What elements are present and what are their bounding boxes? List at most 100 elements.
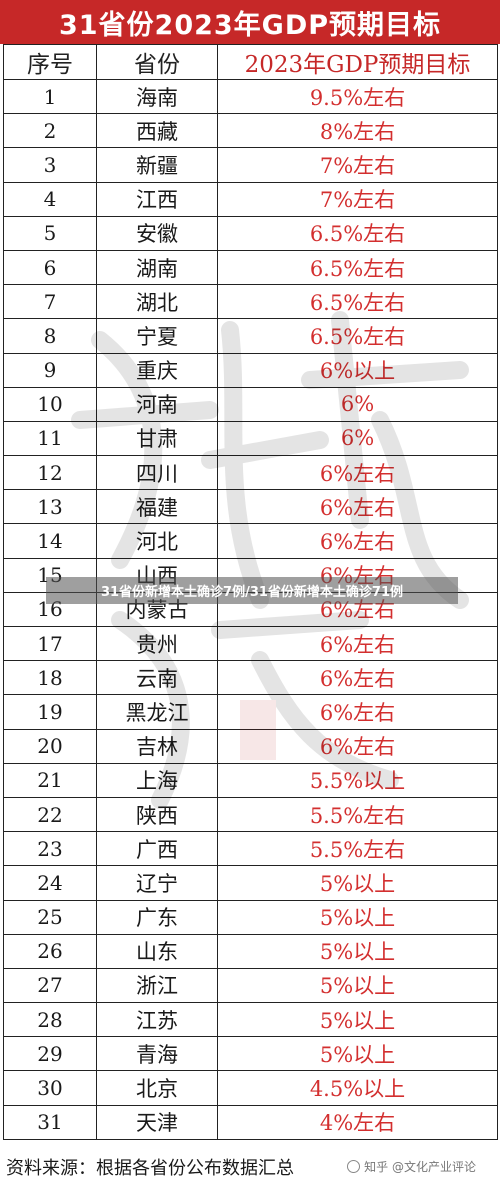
cell-province: 宁夏 xyxy=(96,318,218,354)
table-row: 23 广西 5.5%左右 xyxy=(3,831,498,867)
cell-rank: 29 xyxy=(3,1036,97,1072)
cell-rank: 27 xyxy=(3,967,97,1004)
cell-rank: 6 xyxy=(3,249,97,286)
table-row: 5 安徽 6.5%左右 xyxy=(3,215,498,251)
cell-rank: 1 xyxy=(3,78,97,115)
cell-rank: 17 xyxy=(3,625,97,662)
cell-rank: 19 xyxy=(3,694,97,730)
cell-target: 6%左右 xyxy=(217,728,498,764)
cell-target: 5.5%左右 xyxy=(217,796,498,833)
footer: 资料来源：根据各省份公布数据汇总 知乎 @文化产业评论 xyxy=(0,1151,500,1183)
cell-target: 5%以上 xyxy=(217,967,498,1004)
page-title: 31省份2023年GDP预期目标 xyxy=(0,0,500,44)
table-row: 29 青海 5%以上 xyxy=(3,1036,498,1072)
cell-province: 河北 xyxy=(96,523,218,559)
overlay-caption: 31省份新增本土确诊7例/31省份新增本土确诊71例 xyxy=(46,577,458,604)
table-row: 11 甘肃 6% xyxy=(3,420,498,457)
gdp-target-table: 序号 省份 2023年GDP预期目标 1 海南 9.5%左右 2 西藏 8%左右 3 新疆 7%… xyxy=(3,44,498,1140)
cell-province: 湖南 xyxy=(96,249,218,286)
cell-rank: 12 xyxy=(3,455,97,491)
cell-province: 河南 xyxy=(96,386,218,422)
header-rank: 序号 xyxy=(3,44,97,80)
table-row: 20 吉林 6%左右 xyxy=(3,728,498,764)
cell-rank: 11 xyxy=(3,420,97,457)
table-row: 30 北京 4.5%以上 xyxy=(3,1070,498,1106)
cell-rank: 21 xyxy=(3,762,97,798)
table-row: 8 宁夏 6.5%左右 xyxy=(3,318,498,354)
cell-rank: 22 xyxy=(3,796,97,833)
cell-rank: 10 xyxy=(3,386,97,422)
credit-watermark: 知乎 @文化产业评论 xyxy=(347,1158,476,1175)
header-target: 2023年GDP预期目标 xyxy=(217,44,498,80)
cell-target: 6% xyxy=(217,386,498,422)
table-row: 6 湖南 6.5%左右 xyxy=(3,249,498,286)
header-province: 省份 xyxy=(96,44,218,80)
cell-target: 5%以上 xyxy=(217,1036,498,1072)
cell-province: 广西 xyxy=(96,831,218,867)
cell-province: 江西 xyxy=(96,181,218,217)
table-row: 21 上海 5.5%以上 xyxy=(3,762,498,798)
cell-province: 广东 xyxy=(96,899,218,935)
cell-target: 5.5%以上 xyxy=(217,762,498,798)
cell-rank: 20 xyxy=(3,728,97,764)
cell-province: 贵州 xyxy=(96,625,218,662)
cell-rank: 4 xyxy=(3,181,97,217)
cell-target: 6.5%左右 xyxy=(217,249,498,286)
table-row: 25 广东 5%以上 xyxy=(3,899,498,935)
table-row: 17 贵州 6%左右 xyxy=(3,625,498,662)
cell-province: 江苏 xyxy=(96,1002,218,1038)
cell-target: 9.5%左右 xyxy=(217,78,498,115)
cell-rank: 23 xyxy=(3,831,97,867)
cell-target: 6%左右 xyxy=(217,625,498,662)
cell-province: 西藏 xyxy=(96,113,218,149)
cell-target: 7%左右 xyxy=(217,181,498,217)
cell-rank: 28 xyxy=(3,1002,97,1038)
table-body: 1 海南 9.5%左右 2 西藏 8%左右 3 新疆 7%左右 4 江西 7%左右 5 安徽 6.5%左右 6… xyxy=(3,78,498,1140)
cell-target: 6%左右 xyxy=(217,523,498,559)
cell-target: 6%左右 xyxy=(217,660,498,696)
table-row: 7 湖北 6.5%左右 xyxy=(3,284,498,320)
cell-province: 海南 xyxy=(96,78,218,115)
zhihu-icon xyxy=(347,1160,361,1173)
table-header-row: 序号 省份 2023年GDP预期目标 xyxy=(3,44,498,80)
cell-province: 四川 xyxy=(96,455,218,491)
cell-rank: 3 xyxy=(3,147,97,183)
cell-rank: 7 xyxy=(3,284,97,320)
cell-target: 6.5%左右 xyxy=(217,284,498,320)
table-row: 10 河南 6% xyxy=(3,386,498,422)
table-row: 14 河北 6%左右 xyxy=(3,523,498,559)
cell-province: 辽宁 xyxy=(96,865,218,901)
cell-rank: 18 xyxy=(3,660,97,696)
cell-target: 5.5%左右 xyxy=(217,831,498,867)
cell-province: 云南 xyxy=(96,660,218,696)
source-note: 资料来源：根据各省份公布数据汇总 xyxy=(6,1158,294,1179)
cell-target: 6%左右 xyxy=(217,489,498,525)
table-row: 13 福建 6%左右 xyxy=(3,489,498,525)
cell-rank: 14 xyxy=(3,523,97,559)
cell-rank: 2 xyxy=(3,113,97,149)
cell-rank: 13 xyxy=(3,489,97,525)
table-row: 18 云南 6%左右 xyxy=(3,660,498,696)
cell-target: 6%左右 xyxy=(217,455,498,491)
cell-province: 青海 xyxy=(96,1036,218,1072)
cell-province: 天津 xyxy=(96,1104,218,1140)
cell-rank: 5 xyxy=(3,215,97,251)
cell-rank: 8 xyxy=(3,318,97,354)
cell-rank: 24 xyxy=(3,865,97,901)
cell-target: 5%以上 xyxy=(217,865,498,901)
cell-target: 5%以上 xyxy=(217,1002,498,1038)
cell-province: 湖北 xyxy=(96,284,218,320)
cell-province: 山东 xyxy=(96,933,218,969)
cell-province: 浙江 xyxy=(96,967,218,1004)
table-row: 4 江西 7%左右 xyxy=(3,181,498,217)
cell-target: 6%以上 xyxy=(217,352,498,388)
cell-province: 黑龙江 xyxy=(96,694,218,730)
cell-target: 7%左右 xyxy=(217,147,498,183)
table-row: 28 江苏 5%以上 xyxy=(3,1002,498,1038)
cell-target: 6% xyxy=(217,420,498,457)
cell-target: 4.5%以上 xyxy=(217,1070,498,1106)
cell-target: 5%以上 xyxy=(217,899,498,935)
cell-rank: 31 xyxy=(3,1104,97,1140)
cell-province: 安徽 xyxy=(96,215,218,251)
